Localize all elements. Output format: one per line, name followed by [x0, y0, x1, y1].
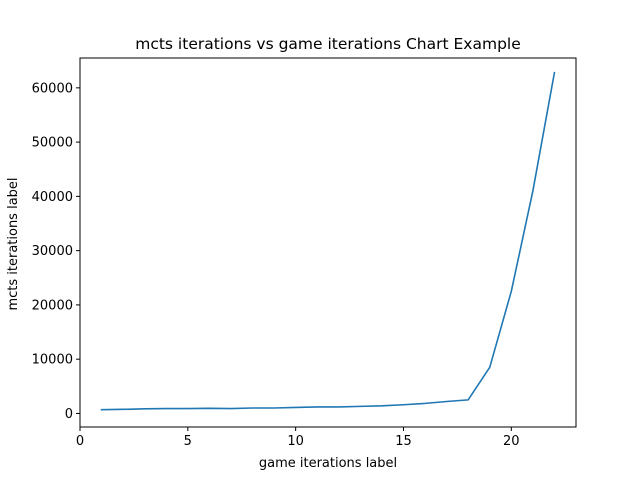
series-line [100, 71, 556, 411]
series-layer [100, 71, 556, 411]
axis-ticks: 0 5 10 15 20 0 10000 20000 30000 40000 50000 60000 [32, 81, 520, 449]
chart-title: mcts iterations vs game iterations Chart… [135, 35, 521, 53]
y-axis-label: mcts iterations label [6, 177, 21, 310]
y-tick-label: 40000 [32, 190, 73, 205]
y-tick-label: 10000 [32, 353, 73, 368]
x-tick-label: 20 [503, 434, 520, 449]
y-tick-label: 20000 [32, 298, 73, 313]
y-tick-label: 60000 [32, 81, 73, 96]
x-tick-label: 0 [76, 434, 84, 449]
y-tick-label: 30000 [32, 244, 73, 259]
x-tick-label: 10 [287, 434, 304, 449]
plot-frame [79, 57, 577, 428]
x-axis-label: game iterations label [259, 456, 397, 471]
y-tick-label: 50000 [32, 136, 73, 151]
x-tick-label: 5 [184, 434, 192, 449]
y-tick-label: 0 [65, 407, 73, 422]
x-tick-label: 15 [395, 434, 412, 449]
